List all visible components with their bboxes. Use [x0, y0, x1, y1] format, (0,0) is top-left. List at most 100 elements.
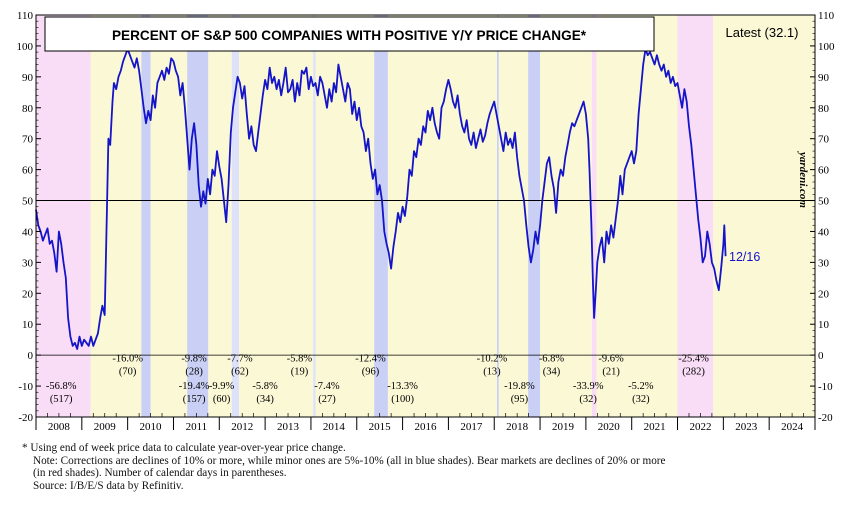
xtick-label-2010: 2010 [140, 421, 163, 430]
annotation-pct-17: -25.4% [678, 353, 709, 364]
shade-minor-8 [313, 15, 316, 417]
annotation-pct-10: -13.3% [387, 381, 418, 392]
ytick-label-left-10: 10 [22, 319, 34, 331]
annotation-pct-16: -5.2% [628, 381, 654, 392]
annotation-pct-8: -7.4% [314, 381, 340, 392]
ytick-label-right-60: 60 [818, 165, 830, 177]
annotation-days-8: (27) [318, 394, 336, 405]
ytick-label-right-0: 0 [818, 350, 824, 362]
xtick-label-2008: 2008 [48, 421, 71, 430]
annotation-pct-15: -9.6% [598, 353, 624, 364]
shade-bull-19 [713, 15, 815, 417]
end-date-label: 12/16 [729, 250, 760, 264]
shade-correction-14 [528, 15, 541, 417]
shade-bull-11 [387, 15, 497, 417]
annotation-days-4: (60) [213, 394, 231, 405]
xtick-label-2023: 2023 [735, 421, 758, 430]
annotation-days-17: (282) [682, 366, 705, 377]
title-box [44, 16, 655, 52]
annotation-pct-7: -5.8% [287, 353, 313, 364]
ytick-label-left-30: 30 [22, 257, 34, 269]
watermark: yardeni.com [797, 150, 809, 208]
series-lines [35, 48, 727, 350]
annotation-days-7: (19) [291, 366, 309, 377]
annotation-days-11: (13) [483, 366, 501, 377]
ytick-label-right--20: -20 [818, 412, 833, 424]
annotation-pct-9: -12.4% [355, 353, 386, 364]
ytick-label-right-30: 30 [818, 257, 830, 269]
ytick-label-left--10: -10 [18, 381, 33, 393]
ytick-label-right-70: 70 [818, 134, 830, 146]
ytick-label-right-10: 10 [818, 319, 830, 331]
ytick-label-left-40: 40 [22, 226, 34, 238]
decline-annotations: -16.0% (70) -56.8% (517) -19.4% (157) -9.8% (28… [46, 353, 709, 405]
xtick-label-2024: 2024 [781, 421, 804, 430]
xtick-label-2014: 2014 [323, 421, 346, 430]
footnote-2: Note: Corrections are declines of 10% or… [33, 454, 666, 467]
footnote-4: Source: I/B/E/S data by Refinitiv. [33, 479, 184, 492]
shade-minor-6 [231, 15, 239, 417]
xtick-label-2016: 2016 [415, 421, 438, 430]
ytick-label-left-110: 110 [17, 10, 34, 22]
footnotes: * Using end of week price data to calcul… [22, 442, 842, 492]
shade-bull-5 [208, 15, 232, 417]
ytick-label-left--20: -20 [18, 412, 33, 424]
shade-correction-4 [187, 15, 209, 417]
annotation-days-15: (21) [602, 366, 620, 377]
annotation-pct-2: -19.4% [179, 381, 210, 392]
ytick-label-right-40: 40 [818, 226, 830, 238]
footnote-3: (in red shades). Number of calendar days… [33, 467, 287, 480]
shade-bull-13 [498, 15, 529, 417]
shade-bear-18 [677, 15, 714, 417]
xtick-label-2013: 2013 [277, 421, 300, 430]
shade-bull-3 [150, 15, 188, 417]
chart: -16.0% (70) -56.8% (517) -19.4% (157) -9.8% (28… [17, 10, 835, 430]
ytick-label-left-20: 20 [22, 288, 34, 300]
ytick-label-left-0: 0 [28, 350, 34, 362]
shade-bull-17 [596, 15, 678, 417]
annotation-pct-3: -9.8% [181, 353, 207, 364]
annotation-pct-14: -33.9% [573, 381, 604, 392]
annotation-days-12: (95) [511, 394, 529, 405]
annotation-pct-12: -19.8% [504, 381, 535, 392]
shade-correction-2 [141, 15, 151, 417]
annotation-days-13: (34) [543, 366, 561, 377]
annotation-days-5: (62) [231, 366, 249, 377]
annotation-pct-11: -10.2% [477, 353, 508, 364]
ytick-label-right-110: 110 [818, 10, 835, 22]
annotation-pct-6: -5.8% [252, 381, 278, 392]
ytick-label-left-70: 70 [22, 134, 34, 146]
period-shading [36, 15, 815, 417]
ytick-label-left-80: 80 [22, 103, 34, 115]
ytick-label-right-80: 80 [818, 103, 830, 115]
ytick-label-right-100: 100 [818, 41, 835, 53]
xtick-label-2015: 2015 [369, 421, 392, 430]
annotation-pct-1: -56.8% [46, 381, 77, 392]
xtick-label-2009: 2009 [94, 421, 117, 430]
xtick-label-2018: 2018 [506, 421, 529, 430]
xtick-label-2011: 2011 [186, 421, 208, 430]
shade-bull-15 [540, 15, 592, 417]
annotation-days-16: (32) [632, 394, 650, 405]
footnote-1: * Using end of week price data to calcul… [22, 442, 346, 454]
annotation-days-2: (157) [183, 394, 206, 405]
xtick-label-2019: 2019 [552, 421, 575, 430]
series-line-0 [35, 48, 727, 350]
xtick-label-2017: 2017 [460, 421, 483, 430]
annotation-days-6: (34) [256, 394, 274, 405]
annotation-days-1: (517) [50, 394, 73, 405]
ytick-label-left-100: 100 [17, 41, 34, 53]
shade-correction-12 [496, 15, 499, 417]
annotation-pct-4: -9.9% [209, 381, 235, 392]
annotation-pct-13: -6.8% [539, 353, 565, 364]
ytick-label-left-50: 50 [22, 196, 34, 208]
shade-bull-1 [90, 15, 142, 417]
xtick-label-2012: 2012 [231, 421, 253, 430]
latest-label: Latest (32.1) [726, 25, 799, 40]
ytick-label-right-50: 50 [818, 196, 830, 208]
ytick-label-right-90: 90 [818, 72, 830, 84]
xtick-label-2020: 2020 [598, 421, 621, 430]
ytick-label-left-90: 90 [22, 72, 34, 84]
shade-bear-0 [36, 15, 91, 417]
